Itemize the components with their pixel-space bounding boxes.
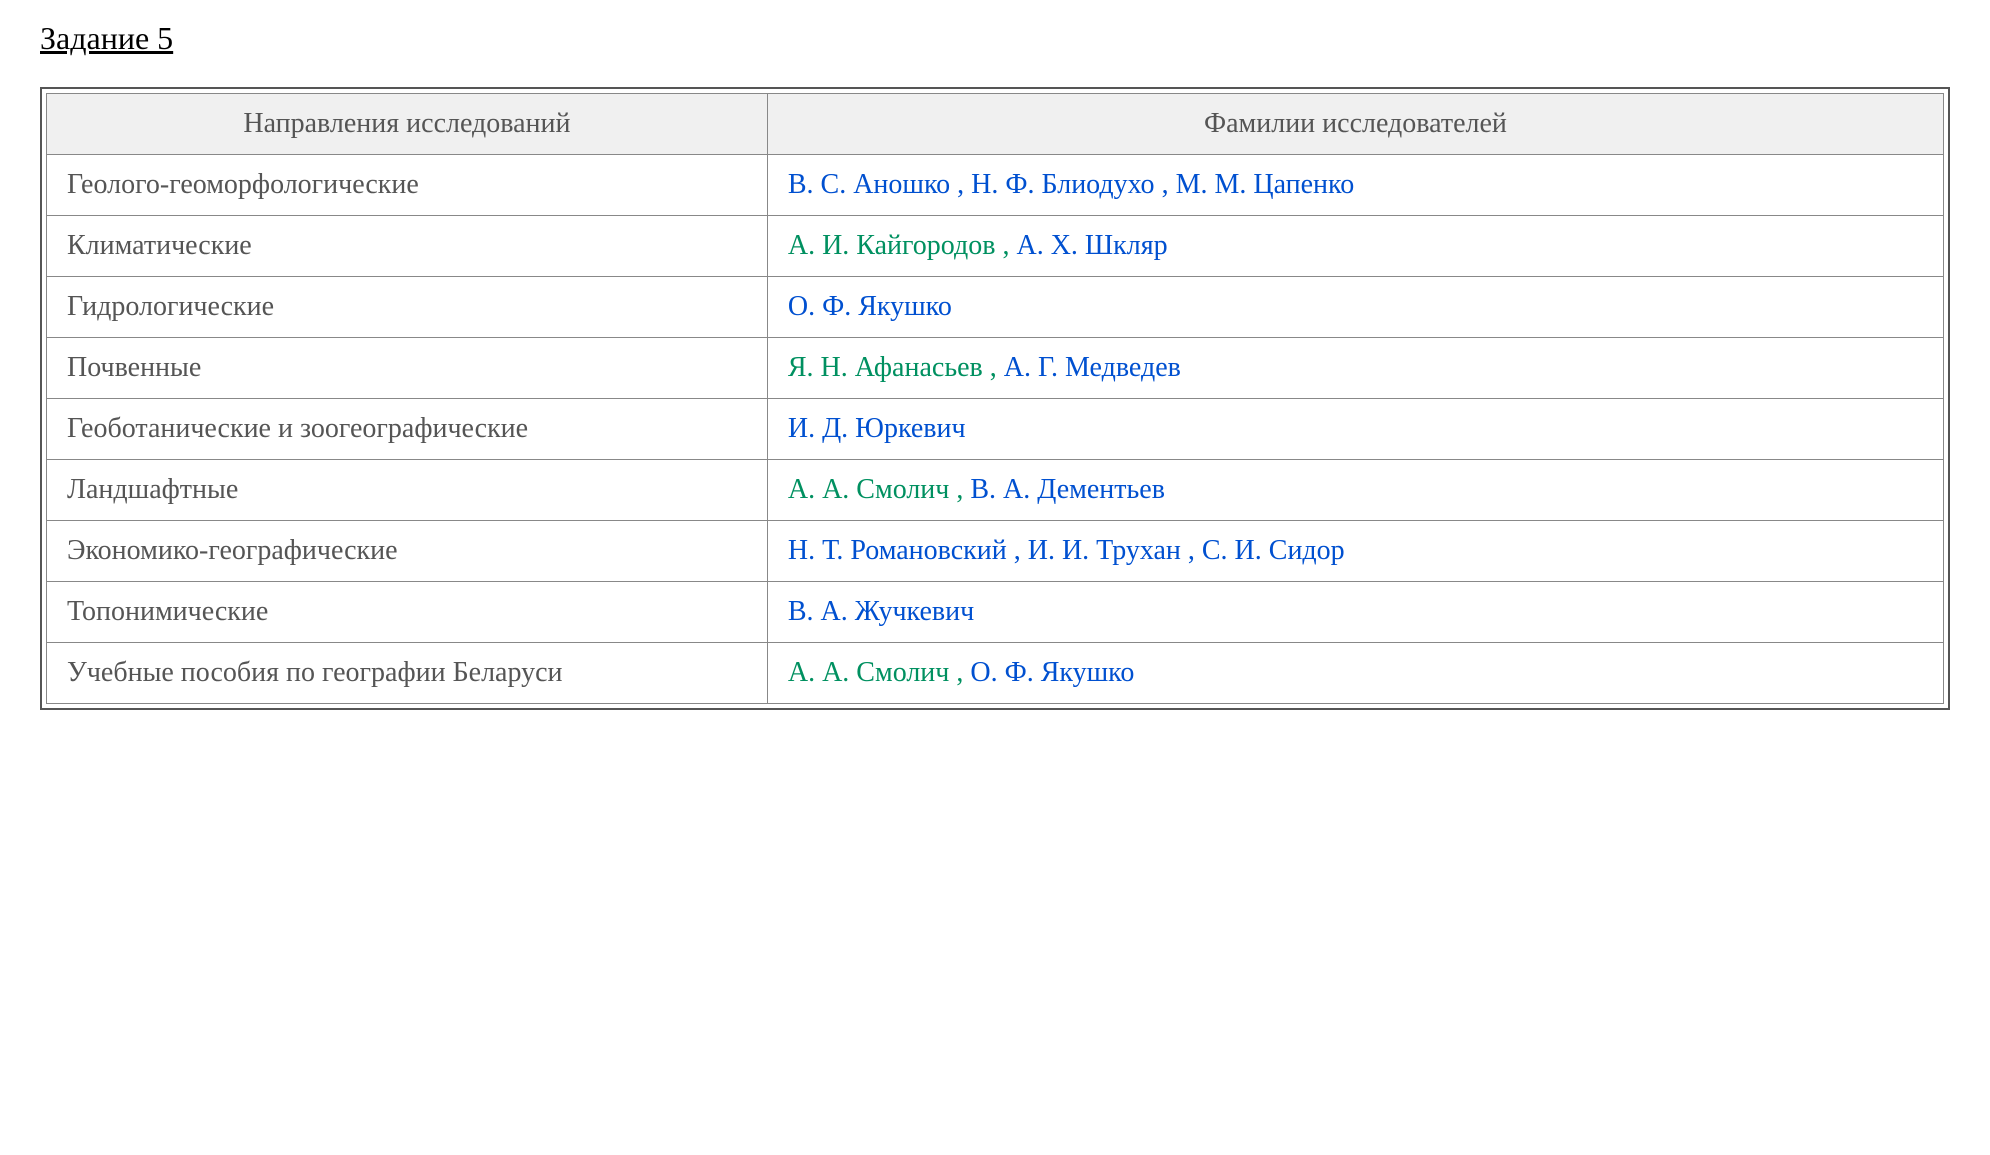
table-header-row: Направления исследований Фамилии исследо… [47, 94, 1944, 155]
researcher-name: В. С. Аношко [788, 169, 950, 200]
researcher-name: М. М. Цапенко [1176, 169, 1355, 200]
researcher-name: Н. Ф. Блиодухо [971, 169, 1154, 200]
page-title: Задание 5 [40, 20, 1950, 57]
table-row: ПочвенныеЯ. Н. Афанасьев , А. Г. Медведе… [47, 338, 1944, 399]
researcher-name: О. Ф. Якушко [970, 657, 1134, 688]
researcher-name: А. Г. Медведев [1004, 352, 1181, 383]
table-wrapper: Направления исследований Фамилии исследо… [40, 87, 1950, 710]
direction-cell: Учебные пособия по географии Беларуси [47, 643, 768, 704]
header-researchers: Фамилии исследователей [767, 94, 1943, 155]
direction-cell: Гидрологические [47, 277, 768, 338]
researchers-cell: Н. Т. Романовский , И. И. Трухан , С. И.… [767, 521, 1943, 582]
researchers-cell: А. А. Смолич , В. А. Дементьев [767, 460, 1943, 521]
direction-cell: Почвенные [47, 338, 768, 399]
researcher-name: Н. Т. Романовский [788, 535, 1007, 566]
researcher-name: В. А. Дементьев [970, 474, 1165, 505]
researchers-cell: Я. Н. Афанасьев , А. Г. Медведев [767, 338, 1943, 399]
separator: , [949, 657, 970, 688]
separator: , [983, 352, 1004, 383]
table-row: Учебные пособия по географии БеларусиА. … [47, 643, 1944, 704]
separator: , [995, 230, 1016, 261]
header-directions: Направления исследований [47, 94, 768, 155]
researcher-name: Я. Н. Афанасьев [788, 352, 983, 383]
researchers-cell: В. А. Жучкевич [767, 582, 1943, 643]
direction-cell: Экономико-географические [47, 521, 768, 582]
direction-cell: Топонимические [47, 582, 768, 643]
table-row: Гидрологические О. Ф. Якушко [47, 277, 1944, 338]
researchers-cell: А. И. Кайгородов , А. Х. Шкляр [767, 216, 1943, 277]
researcher-name: А. А. Смолич [788, 657, 950, 688]
table-row: Геоботанические и зоогеографические И. Д.… [47, 399, 1944, 460]
table-row: Геолого-геоморфологическиеВ. С. Аношко ,… [47, 155, 1944, 216]
research-table: Направления исследований Фамилии исследо… [46, 93, 1944, 704]
table-body: Геолого-геоморфологическиеВ. С. Аношко ,… [47, 155, 1944, 704]
researcher-name: А. А. Смолич [788, 474, 950, 505]
table-row: ЛандшафтныеА. А. Смолич , В. А. Дементье… [47, 460, 1944, 521]
researchers-cell: И. Д. Юркевич [767, 399, 1943, 460]
researcher-name: А. Х. Шкляр [1016, 230, 1167, 261]
researcher-name: В. А. Жучкевич [788, 596, 974, 627]
direction-cell: Ландшафтные [47, 460, 768, 521]
researcher-name: И. И. Трухан [1028, 535, 1181, 566]
direction-cell: Климатические [47, 216, 768, 277]
table-row: Экономико-географическиеН. Т. Романовски… [47, 521, 1944, 582]
researcher-name: А. И. Кайгородов [788, 230, 996, 261]
separator: , [949, 474, 970, 505]
separator: , [1007, 535, 1028, 566]
table-row: КлиматическиеА. И. Кайгородов , А. Х. Шк… [47, 216, 1944, 277]
researchers-cell: В. С. Аношко , Н. Ф. Блиодухо , М. М. Ца… [767, 155, 1943, 216]
direction-cell: Геоботанические и зоогеографические [47, 399, 768, 460]
researchers-cell: А. А. Смолич , О. Ф. Якушко [767, 643, 1943, 704]
direction-cell: Геолого-геоморфологические [47, 155, 768, 216]
separator: , [1181, 535, 1202, 566]
separator: , [950, 169, 971, 200]
researcher-name: С. И. Сидор [1202, 535, 1345, 566]
table-row: Топонимические В. А. Жучкевич [47, 582, 1944, 643]
researcher-name: И. Д. Юркевич [788, 413, 966, 444]
researchers-cell: О. Ф. Якушко [767, 277, 1943, 338]
researcher-name: О. Ф. Якушко [788, 291, 952, 322]
separator: , [1155, 169, 1176, 200]
